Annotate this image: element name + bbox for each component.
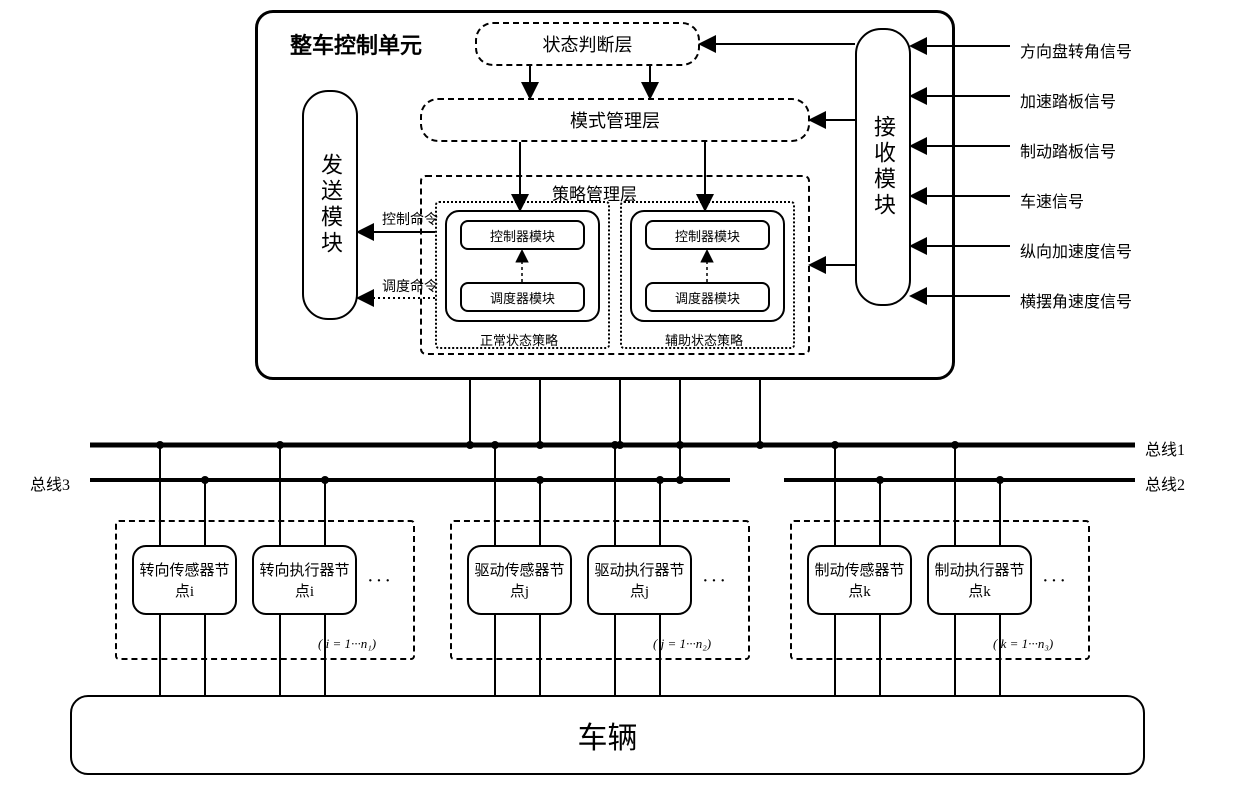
assist-controller-label: 控制器模块 xyxy=(675,226,740,245)
brake-actuator-label: 制动执行器节点k xyxy=(933,559,1026,601)
send-module: 发送模块 xyxy=(302,90,358,320)
drive-actuator-label: 驱动执行器节点j xyxy=(593,559,686,601)
signal-0: 方向盘转角信号 xyxy=(1020,38,1132,62)
recv-module: 接收模块 xyxy=(855,28,911,306)
state-layer-label: 状态判断层 xyxy=(543,31,633,57)
assist-scheduler: 调度器模块 xyxy=(645,282,770,312)
steer-ellipsis: ··· xyxy=(367,570,393,593)
steer-actuator-node: 转向执行器节点i xyxy=(252,545,357,615)
drive-actuator-node: 驱动执行器节点j xyxy=(587,545,692,615)
steer-sensor-node: 转向传感器节点i xyxy=(132,545,237,615)
drive-sensor-node: 驱动传感器节点j xyxy=(467,545,572,615)
assist-scheduler-label: 调度器模块 xyxy=(675,288,740,307)
brake-ellipsis: ··· xyxy=(1042,570,1068,593)
drive-range: ( j = 1···n₂) xyxy=(653,636,711,652)
steer-sensor-label: 转向传感器节点i xyxy=(138,559,231,601)
assist-strategy-label: 辅助状态策略 xyxy=(665,330,743,349)
sched-cmd-label: 调度命令 xyxy=(382,280,416,296)
vcu-title: 整车控制单元 xyxy=(290,28,422,60)
brake-range: ( k = 1···n₃) xyxy=(993,636,1053,652)
brake-sensor-node: 制动传感器节点k xyxy=(807,545,912,615)
steer-actuator-label: 转向执行器节点i xyxy=(258,559,351,601)
steer-range: ( i = 1···n₁) xyxy=(318,636,376,652)
signal-5: 横摆角速度信号 xyxy=(1020,288,1132,312)
bus2-label: 总线2 xyxy=(1145,471,1185,495)
brake-actuator-node: 制动执行器节点k xyxy=(927,545,1032,615)
bus3-label: 总线3 xyxy=(30,471,70,495)
state-layer: 状态判断层 xyxy=(475,22,700,66)
diagram-root: 整车控制单元 接收模块 发送模块 状态判断层 模式管理层 策略管理层 控制器模块… xyxy=(0,0,1239,794)
vehicle-box: 车辆 xyxy=(70,695,1145,775)
mode-layer-label: 模式管理层 xyxy=(570,107,660,133)
vehicle-label: 车辆 xyxy=(578,713,638,757)
normal-controller-label: 控制器模块 xyxy=(490,226,555,245)
send-module-label: 发送模块 xyxy=(314,153,346,257)
signal-2: 制动踏板信号 xyxy=(1020,138,1116,162)
normal-scheduler-label: 调度器模块 xyxy=(490,288,555,307)
signal-1: 加速踏板信号 xyxy=(1020,88,1116,112)
mode-layer: 模式管理层 xyxy=(420,98,810,142)
drive-ellipsis: ··· xyxy=(702,570,728,593)
bus1-label: 总线1 xyxy=(1145,436,1185,460)
ctrl-cmd-label: 控制命令 xyxy=(382,213,416,229)
signal-3: 车速信号 xyxy=(1020,188,1084,212)
normal-strategy-label: 正常状态策略 xyxy=(480,330,558,349)
normal-scheduler: 调度器模块 xyxy=(460,282,585,312)
brake-sensor-label: 制动传感器节点k xyxy=(813,559,906,601)
drive-sensor-label: 驱动传感器节点j xyxy=(473,559,566,601)
normal-controller: 控制器模块 xyxy=(460,220,585,250)
recv-module-label: 接收模块 xyxy=(867,115,899,219)
assist-controller: 控制器模块 xyxy=(645,220,770,250)
signal-4: 纵向加速度信号 xyxy=(1020,238,1132,262)
